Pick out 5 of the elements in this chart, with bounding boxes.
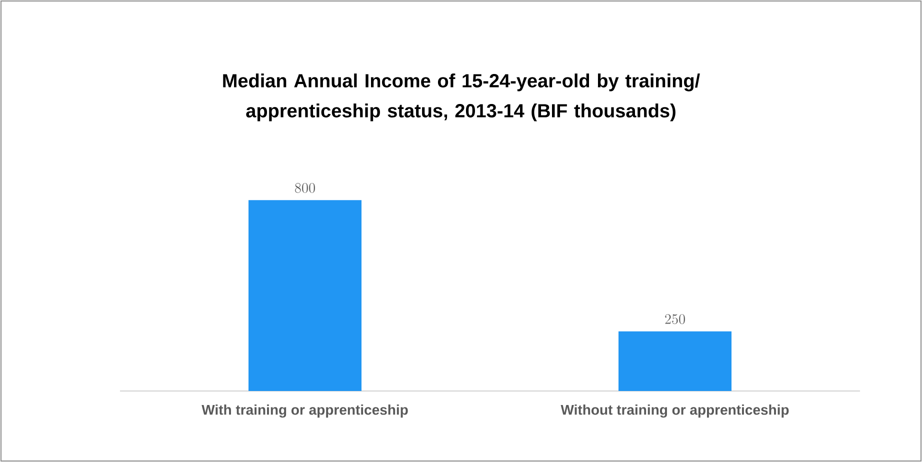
x-tick-label: Without training or apprenticeship <box>560 404 789 418</box>
data-label: 800 <box>295 182 315 193</box>
data-label: 250 <box>665 314 685 324</box>
x-tick-label: With training or apprenticeship <box>202 404 408 418</box>
chart-title: Median Annual Income of 15-24-year-old by training/ apprenticeship status, 2013-14 (BIF thousands) <box>223 74 700 122</box>
